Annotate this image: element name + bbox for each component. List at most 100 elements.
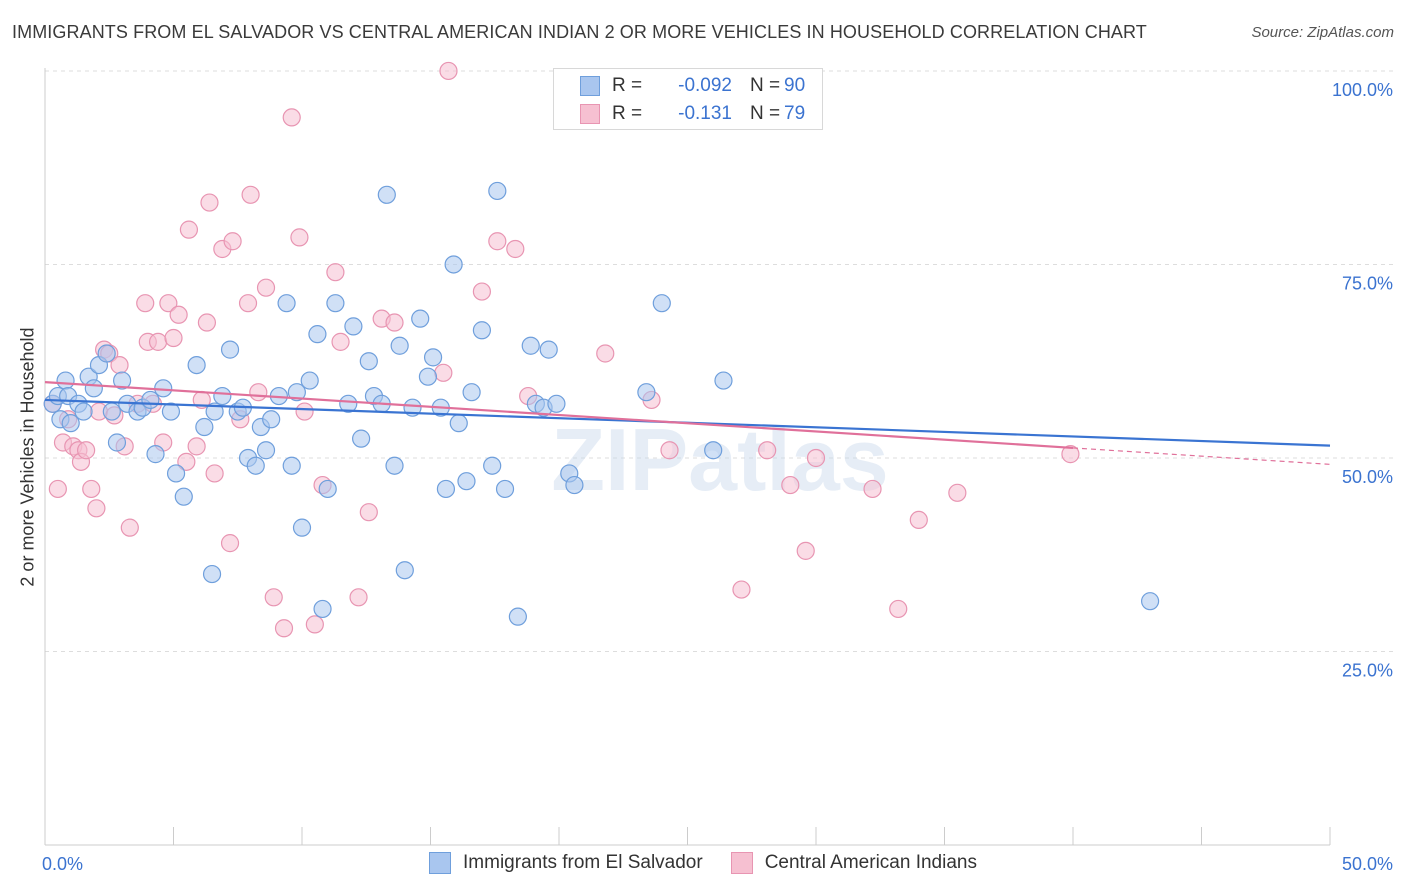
data-point bbox=[547, 394, 566, 413]
data-point bbox=[87, 499, 106, 518]
pink-swatch bbox=[580, 104, 600, 124]
legend-label-el-salvador: Immigrants from El Salvador bbox=[463, 852, 703, 873]
data-point bbox=[187, 355, 206, 375]
data-point bbox=[195, 417, 214, 437]
data-point bbox=[249, 383, 268, 402]
data-point bbox=[462, 383, 481, 402]
data-point bbox=[889, 599, 908, 619]
data-point bbox=[423, 348, 443, 367]
data-point bbox=[326, 294, 345, 313]
legend-label-central-american-indians: Central American Indians bbox=[764, 852, 977, 873]
data-point bbox=[136, 294, 155, 313]
stats-row-blue: R = -0.092 N = 90 bbox=[580, 73, 805, 99]
data-point bbox=[359, 352, 378, 371]
n-value-pink: 79 bbox=[784, 103, 806, 124]
trend-lines bbox=[44, 381, 1331, 465]
data-point bbox=[434, 363, 453, 382]
data-point bbox=[169, 305, 188, 324]
series-central-american-indians bbox=[43, 61, 1080, 638]
y-tick-label: 25.0% bbox=[1342, 660, 1393, 680]
r-label: R = bbox=[612, 75, 643, 96]
data-point bbox=[758, 441, 777, 460]
data-point bbox=[48, 479, 67, 499]
legend-item-el-salvador[interactable]: Immigrants from El Salvador bbox=[429, 852, 703, 874]
data-point bbox=[488, 181, 507, 201]
data-point bbox=[84, 379, 103, 398]
data-point bbox=[488, 232, 507, 251]
data-point bbox=[508, 607, 527, 626]
data-point bbox=[331, 332, 350, 351]
data-point bbox=[256, 278, 276, 297]
legend-item-central-american-indians[interactable]: Central American Indians bbox=[730, 852, 977, 874]
data-point bbox=[352, 429, 371, 448]
data-point bbox=[200, 193, 219, 212]
data-point bbox=[112, 371, 132, 390]
data-point bbox=[344, 317, 363, 336]
y-tick-labels: 25.0% 50.0% 75.0% 100.0% bbox=[1332, 80, 1393, 681]
data-point bbox=[349, 588, 368, 607]
source-credit: Source: ZipAtlas.com bbox=[1251, 24, 1394, 41]
data-point bbox=[282, 456, 301, 475]
data-point bbox=[220, 340, 240, 359]
data-point bbox=[472, 282, 491, 301]
data-point bbox=[390, 336, 409, 355]
data-point bbox=[313, 599, 332, 619]
data-point bbox=[292, 518, 312, 537]
data-point bbox=[179, 220, 199, 239]
data-point bbox=[97, 344, 116, 363]
data-point bbox=[246, 456, 265, 475]
data-point bbox=[457, 472, 476, 491]
data-point bbox=[1061, 445, 1080, 464]
data-point bbox=[418, 367, 438, 386]
n-label: N = bbox=[750, 103, 781, 124]
series-legend: Immigrants from El Salvador Central Amer… bbox=[0, 852, 1406, 874]
y-tick-label: 50.0% bbox=[1342, 467, 1393, 487]
y-tick-label: 75.0% bbox=[1342, 273, 1393, 293]
data-point bbox=[326, 263, 345, 282]
gridlines bbox=[45, 70, 1395, 652]
trend-line-pink bbox=[44, 381, 1074, 450]
data-point bbox=[300, 371, 319, 390]
data-point bbox=[449, 414, 468, 433]
data-point bbox=[863, 479, 882, 499]
data-point bbox=[220, 534, 240, 553]
data-point bbox=[704, 441, 723, 460]
data-point bbox=[274, 619, 294, 638]
data-point bbox=[539, 340, 558, 359]
data-point bbox=[146, 445, 165, 464]
data-point bbox=[164, 328, 183, 348]
data-point bbox=[287, 383, 306, 402]
data-point bbox=[565, 475, 584, 495]
data-point bbox=[197, 313, 217, 332]
data-point bbox=[359, 503, 378, 522]
data-point bbox=[637, 383, 656, 402]
data-point bbox=[948, 483, 967, 502]
n-label: N = bbox=[750, 75, 781, 96]
data-point bbox=[107, 433, 127, 452]
data-point bbox=[213, 386, 232, 406]
data-point bbox=[223, 232, 242, 251]
data-point bbox=[148, 332, 168, 351]
series-immigrants-from-el-salvador bbox=[43, 181, 1160, 626]
data-point bbox=[120, 518, 139, 537]
data-point bbox=[506, 239, 525, 259]
data-point bbox=[495, 479, 515, 499]
data-point bbox=[781, 475, 800, 495]
data-point bbox=[339, 394, 358, 413]
data-point bbox=[806, 448, 826, 468]
data-point bbox=[308, 325, 327, 344]
y-axis-label: 2 or more Vehicles in Household bbox=[17, 327, 38, 587]
r-value-blue: -0.092 bbox=[678, 75, 732, 96]
data-point bbox=[1140, 592, 1160, 611]
data-point bbox=[174, 487, 193, 506]
data-point bbox=[436, 479, 456, 499]
data-point bbox=[909, 510, 928, 530]
data-point bbox=[472, 321, 491, 340]
data-point bbox=[714, 371, 733, 390]
data-point bbox=[411, 309, 430, 328]
data-point bbox=[652, 294, 671, 313]
blue-swatch bbox=[429, 852, 452, 874]
stats-row-pink: R = -0.131 N = 79 bbox=[580, 101, 805, 127]
data-point bbox=[82, 479, 101, 499]
data-point bbox=[305, 615, 324, 634]
